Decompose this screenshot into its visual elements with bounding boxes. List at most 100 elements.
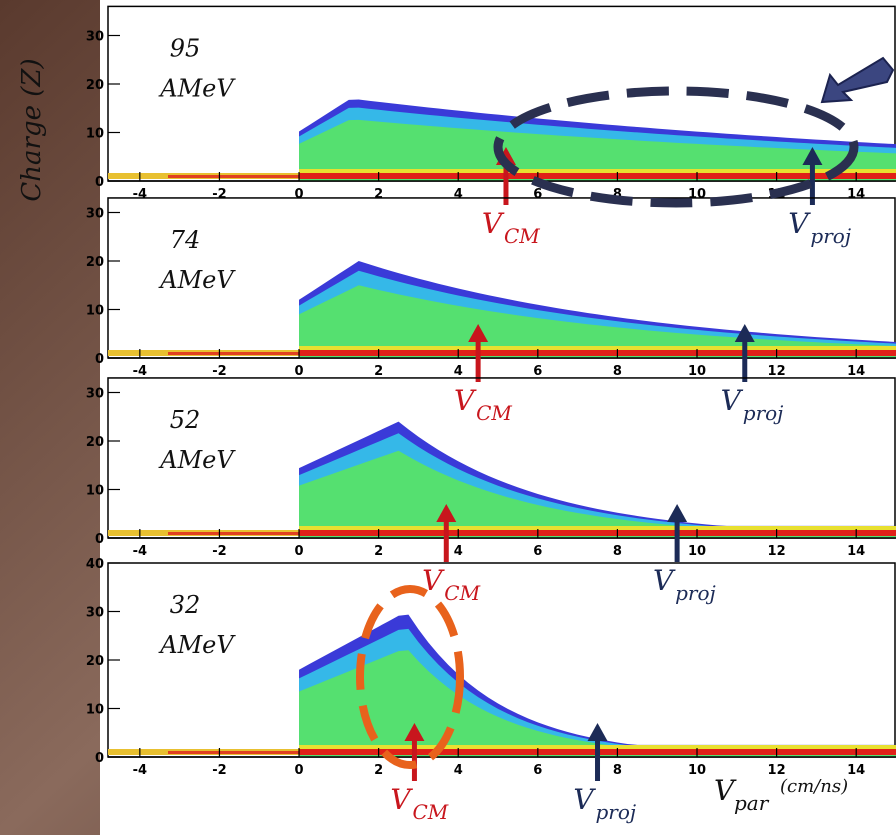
x-tick-label: 6 <box>533 544 542 559</box>
y-tick-label: 20 <box>86 255 104 270</box>
marker-label: V <box>788 207 811 240</box>
x-tick-label: 4 <box>454 187 463 202</box>
x-tick-label: 10 <box>688 763 706 778</box>
x-tick-label: 4 <box>454 364 463 379</box>
energy-unit: AMeV <box>158 266 236 294</box>
x-tick-label: 8 <box>613 544 622 559</box>
x-tick-label: 14 <box>847 544 865 559</box>
density-core <box>299 119 896 181</box>
x-tick-label: 12 <box>768 544 786 559</box>
pointer-arrow <box>820 56 895 104</box>
marker-arrow-head <box>802 147 823 165</box>
marker-arrow-head <box>436 504 457 522</box>
x-tick-label: -4 <box>133 187 147 202</box>
highlight-ellipse <box>493 86 859 208</box>
x-tick-label: -2 <box>212 544 226 559</box>
y-tick-label: 10 <box>86 484 104 499</box>
y-tick-label: 10 <box>86 127 104 142</box>
marker-label-sub: proj <box>596 800 637 824</box>
x-tick-label: 0 <box>295 187 304 202</box>
y-tick-label: 30 <box>86 606 104 621</box>
marker-label-sub: CM <box>504 224 540 248</box>
x-tick-label: 6 <box>533 763 542 778</box>
x-tick-label: 10 <box>688 544 706 559</box>
x-tick-label: 0 <box>295 364 304 379</box>
marker-label: V <box>573 783 596 816</box>
x-tick-label: 2 <box>374 544 383 559</box>
y-tick-label: 30 <box>86 207 104 222</box>
energy-label: 95 <box>170 34 201 62</box>
marker-label: V <box>422 564 445 597</box>
density-strip <box>299 173 896 179</box>
marker-label-sub: proj <box>675 581 716 605</box>
energy-label: 74 <box>170 226 201 254</box>
marker-label: V <box>721 384 744 417</box>
y-tick-label: 0 <box>95 751 104 766</box>
energy-label: 32 <box>170 591 201 619</box>
x-axis-label: V <box>714 774 737 807</box>
x-tick-label: 2 <box>374 364 383 379</box>
x-tick-label: 2 <box>374 763 383 778</box>
x-tick-label: -2 <box>212 187 226 202</box>
y-tick-label: 30 <box>86 387 104 402</box>
energy-unit: AMeV <box>158 446 236 474</box>
marker-label-sub: proj <box>810 224 851 248</box>
y-tick-label: 0 <box>95 532 104 547</box>
marker-label-sub: proj <box>743 401 784 425</box>
marker-label: V <box>653 564 676 597</box>
annotations <box>356 56 895 769</box>
highlight-ellipse <box>356 585 464 769</box>
x-tick-label: 8 <box>613 187 622 202</box>
energy-unit: AMeV <box>158 631 236 659</box>
marker-arrow-head <box>404 723 425 741</box>
y-tick-label: 30 <box>86 30 104 45</box>
energy-unit: AMeV <box>158 74 236 102</box>
x-tick-label: 12 <box>768 364 786 379</box>
density-strip <box>168 175 300 178</box>
marker-label-sub: CM <box>412 800 448 824</box>
y-tick-label: 10 <box>86 304 104 319</box>
x-tick-label: 12 <box>768 763 786 778</box>
x-tick-label: 4 <box>454 763 463 778</box>
x-tick-label: 8 <box>613 763 622 778</box>
y-axis-label: Charge (Z) <box>17 58 47 201</box>
x-tick-label: -2 <box>212 763 226 778</box>
x-tick-label: 0 <box>295 544 304 559</box>
density-strip <box>299 350 896 356</box>
energy-label: 52 <box>170 406 201 434</box>
x-tick-label: 4 <box>454 544 463 559</box>
marker-arrow-head <box>587 723 608 741</box>
y-tick-label: 20 <box>86 78 104 93</box>
x-tick-label: 14 <box>847 187 865 202</box>
x-tick-label: 6 <box>533 364 542 379</box>
marker-label-sub: CM <box>444 581 480 605</box>
x-axis-label-sub: par <box>734 791 770 815</box>
y-tick-label: 40 <box>86 557 104 572</box>
x-tick-label: 14 <box>847 763 865 778</box>
x-tick-label: -2 <box>212 364 226 379</box>
x-tick-label: 2 <box>374 187 383 202</box>
y-tick-label: 20 <box>86 654 104 669</box>
x-tick-label: -4 <box>133 544 147 559</box>
marker-label: V <box>390 783 413 816</box>
marker-label: V <box>454 384 477 417</box>
y-tick-label: 0 <box>95 175 104 190</box>
x-tick-label: -4 <box>133 364 147 379</box>
x-tick-label: 10 <box>688 364 706 379</box>
marker-arrow-head <box>734 324 755 342</box>
marker-label: V <box>482 207 505 240</box>
y-tick-label: 0 <box>95 352 104 367</box>
density-strip <box>168 532 300 535</box>
y-tick-label: 20 <box>86 435 104 450</box>
marker-arrow-head <box>667 504 688 522</box>
density-strip <box>299 530 896 536</box>
x-tick-label: 6 <box>533 187 542 202</box>
marker-label-sub: CM <box>476 401 512 425</box>
x-tick-label: 8 <box>613 364 622 379</box>
marker-arrow-head <box>468 324 489 342</box>
x-tick-label: -4 <box>133 763 147 778</box>
density-strip <box>168 352 300 355</box>
x-tick-label: 14 <box>847 364 865 379</box>
